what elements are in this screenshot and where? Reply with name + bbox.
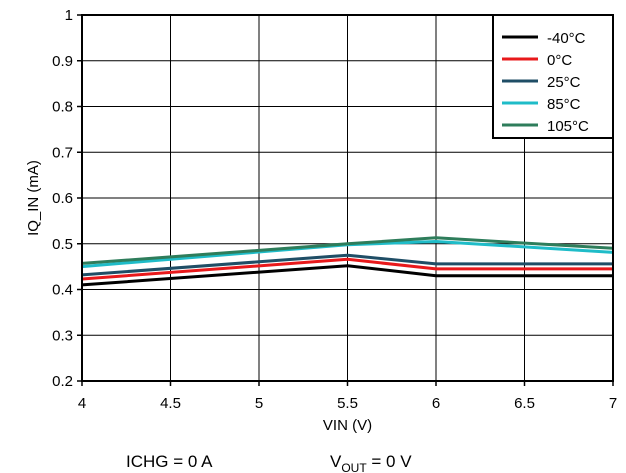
y-tick-label: 0.9 [52,53,73,70]
ichg-note: ICHG = 0 A [126,452,213,471]
y-tick-label: 0.6 [52,190,73,207]
x-tick-label: 4 [78,395,86,412]
legend-label: 0°C [547,52,572,69]
x-axis-ticks: 4 4.5 5 5.5 6 6.5 7 [78,381,617,412]
x-tick-label: 6 [432,395,440,412]
legend-label: 85°C [547,96,581,113]
y-tick-label: 1 [65,7,73,24]
legend-label: -40°C [547,30,586,47]
vout-note-prefix: V [330,452,342,471]
x-tick-label: 7 [609,395,617,412]
y-tick-label: 0.4 [52,282,73,299]
y-tick-label: 0.7 [52,144,73,161]
y-tick-label: 0.3 [52,327,73,344]
x-tick-label: 4.5 [160,395,181,412]
vout-note-suffix: = 0 V [367,452,413,471]
y-tick-label: 0.5 [52,236,73,253]
x-tick-label: 5 [255,395,263,412]
legend-label: 105°C [547,118,589,135]
y-tick-label: 0.8 [52,99,73,116]
x-axis-label: VIN (V) [323,417,372,434]
x-tick-label: 5.5 [337,395,358,412]
x-tick-label: 6.5 [514,395,535,412]
y-axis-label: IQ_IN (mA) [25,160,42,236]
legend-label: 25°C [547,74,581,91]
vout-note: VOUT = 0 V [330,452,412,473]
vout-note-subscript: OUT [341,461,367,473]
y-axis-ticks: 0.2 0.3 0.4 0.5 0.6 0.7 0.8 0.9 1 [52,7,82,390]
legend: -40°C 0°C 25°C 85°C 105°C [493,15,613,138]
y-tick-label: 0.2 [52,373,73,390]
